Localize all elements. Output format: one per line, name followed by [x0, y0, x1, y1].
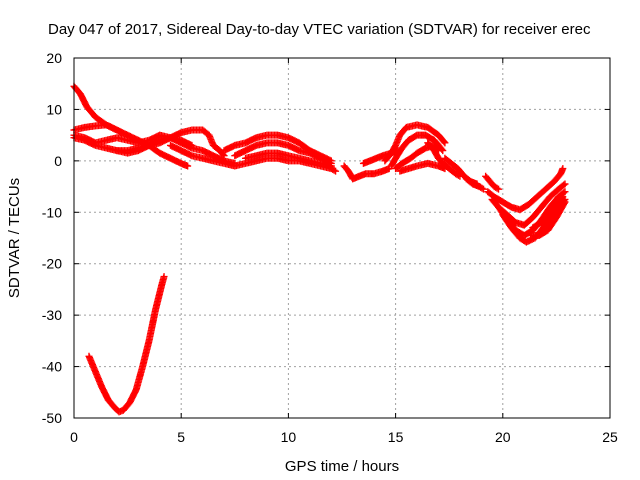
data-point-marker	[560, 181, 568, 189]
y-tick-label: -40	[42, 359, 62, 375]
data-point-marker	[561, 188, 569, 196]
series-track-o	[396, 159, 449, 175]
data-point-marker	[478, 184, 486, 192]
x-tick-label: 25	[602, 429, 618, 445]
y-tick-label: -50	[42, 410, 62, 426]
series-track-s	[484, 165, 567, 214]
data-point-marker	[493, 184, 501, 192]
x-tick-label: 20	[495, 429, 511, 445]
data-point-marker	[219, 150, 227, 158]
data-point-marker	[184, 162, 192, 170]
chart-title: Day 047 of 2017, Sidereal Day-to-day VTE…	[48, 21, 591, 38]
data-point-marker	[117, 129, 125, 137]
y-axis-label: SDTVAR / TECUs	[6, 178, 23, 298]
data-point-marker	[330, 166, 338, 174]
series-track-f	[166, 141, 340, 175]
data-point-marker	[116, 128, 124, 136]
series-track-e	[113, 126, 228, 160]
data-point-marker	[440, 138, 448, 146]
data-point-marker	[495, 185, 503, 193]
series-track-h	[231, 139, 335, 167]
series-track-y	[482, 172, 503, 193]
series-track-z	[85, 273, 168, 416]
data-point-marker	[559, 193, 567, 201]
data-points	[70, 82, 569, 416]
plot-frame	[73, 57, 611, 419]
series-track-i	[242, 149, 335, 170]
data-point-marker	[559, 165, 567, 173]
x-axis-label: GPS time / hours	[285, 458, 399, 475]
y-tick-label: -10	[42, 204, 62, 220]
x-tick-label: 0	[70, 429, 78, 445]
series-track-l	[381, 121, 449, 165]
data-point-marker	[327, 162, 335, 170]
series-track-b	[70, 121, 125, 137]
data-point-marker	[561, 180, 569, 188]
data-point-marker	[332, 167, 340, 175]
series-track-x	[529, 193, 567, 232]
x-tick-label: 15	[388, 429, 404, 445]
y-tick-labels: 20 10 0 -10 -20 -30 -40 -50	[42, 50, 62, 426]
series-track-r	[462, 175, 488, 193]
data-point-marker	[560, 189, 568, 197]
y-tick-label: -20	[42, 256, 62, 272]
y-tick-label: 10	[46, 101, 62, 117]
data-point-marker	[160, 273, 168, 281]
x-tick-label: 5	[177, 429, 185, 445]
data-point-marker	[441, 139, 449, 147]
series-track-j	[340, 162, 393, 183]
y-tick-label: -30	[42, 307, 62, 323]
x-tick-labels: 0 5 10 15 20 25	[70, 429, 618, 445]
y-tick-label: 20	[46, 50, 62, 66]
x-tick-label: 10	[281, 429, 297, 445]
data-point-marker	[480, 185, 488, 193]
y-tick-label: 0	[54, 153, 62, 169]
data-point-marker	[558, 194, 566, 202]
